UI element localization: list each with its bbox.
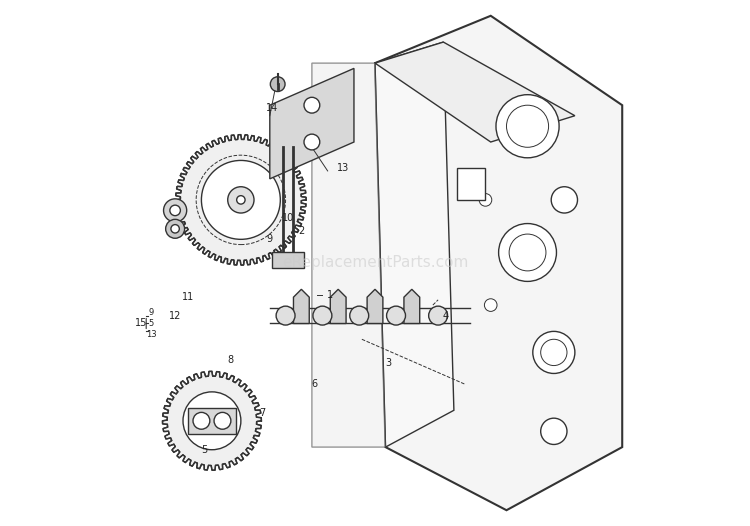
Polygon shape: [312, 63, 386, 447]
FancyBboxPatch shape: [112, 0, 638, 526]
Text: 5: 5: [148, 319, 154, 328]
Polygon shape: [293, 289, 309, 323]
Circle shape: [532, 331, 575, 373]
Circle shape: [276, 306, 295, 325]
Circle shape: [171, 225, 179, 233]
Text: 5: 5: [201, 444, 207, 455]
Polygon shape: [272, 252, 304, 268]
Circle shape: [479, 194, 492, 206]
Circle shape: [429, 306, 448, 325]
Text: 11: 11: [182, 292, 194, 302]
Circle shape: [164, 199, 187, 222]
Polygon shape: [176, 135, 306, 265]
Circle shape: [551, 187, 578, 213]
Text: 3: 3: [385, 358, 392, 368]
Text: 12: 12: [169, 310, 182, 321]
Circle shape: [228, 187, 254, 213]
Text: 15: 15: [135, 318, 147, 329]
Circle shape: [350, 306, 369, 325]
Text: 9: 9: [267, 234, 273, 245]
Polygon shape: [367, 289, 383, 323]
FancyBboxPatch shape: [457, 168, 485, 200]
Circle shape: [484, 299, 497, 311]
Text: 14: 14: [266, 103, 278, 113]
Text: 9: 9: [148, 308, 154, 318]
Text: 7: 7: [259, 408, 265, 418]
Text: 13: 13: [338, 163, 350, 174]
Circle shape: [214, 412, 231, 429]
Circle shape: [313, 306, 332, 325]
Polygon shape: [375, 42, 575, 142]
Circle shape: [170, 205, 181, 216]
Circle shape: [237, 196, 245, 204]
Text: 6: 6: [311, 379, 317, 389]
Circle shape: [202, 410, 223, 431]
Polygon shape: [375, 42, 454, 447]
Text: 8: 8: [227, 355, 233, 366]
Circle shape: [499, 224, 556, 281]
Circle shape: [304, 134, 320, 150]
Circle shape: [208, 417, 216, 425]
Text: 1: 1: [327, 289, 333, 300]
Circle shape: [541, 418, 567, 444]
Text: eReplacementParts.com: eReplacementParts.com: [282, 256, 468, 270]
Text: 10: 10: [282, 213, 294, 224]
Polygon shape: [270, 68, 354, 179]
Circle shape: [270, 77, 285, 92]
Text: 4: 4: [443, 310, 449, 321]
Polygon shape: [163, 371, 262, 470]
Circle shape: [496, 95, 559, 158]
Circle shape: [193, 412, 210, 429]
Circle shape: [183, 392, 241, 450]
Circle shape: [304, 97, 320, 113]
Polygon shape: [188, 408, 236, 434]
Circle shape: [386, 306, 406, 325]
Text: 13: 13: [146, 329, 157, 339]
Polygon shape: [330, 289, 346, 323]
Circle shape: [202, 160, 280, 239]
Text: 2: 2: [298, 226, 304, 237]
Polygon shape: [404, 289, 420, 323]
Circle shape: [166, 219, 184, 238]
Polygon shape: [375, 16, 622, 510]
